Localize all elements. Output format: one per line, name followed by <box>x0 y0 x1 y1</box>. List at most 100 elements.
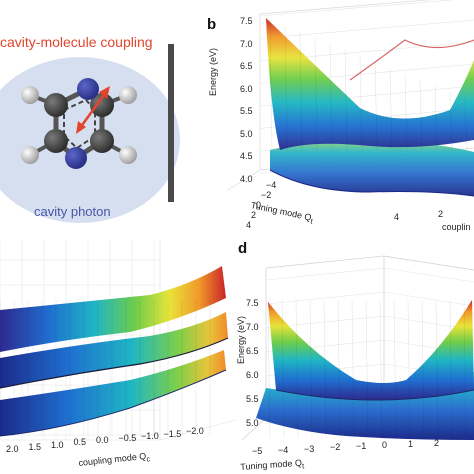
hydrogen-atom <box>119 86 137 104</box>
y-tick-label: 5.0 <box>240 128 253 139</box>
mesh-line <box>404 73 408 151</box>
upper-surface-ridge <box>349 39 474 81</box>
mesh-line <box>323 299 327 439</box>
y-tick-label: 5.5 <box>240 106 253 116</box>
mesh-line <box>329 43 333 151</box>
tuning-tick-label: 0 <box>256 200 262 210</box>
panel-b-plot <box>227 0 474 197</box>
y-tick-label: 6.5 <box>240 61 253 71</box>
tuning-tick-label: 0 <box>382 440 388 450</box>
mesh-line <box>299 31 303 151</box>
panel-b-letter: b <box>207 16 217 33</box>
mesh-line <box>435 299 439 439</box>
lower-polariton-surface <box>0 350 226 436</box>
upper-surface-edge <box>275 389 474 401</box>
mesh-line <box>464 97 468 151</box>
tuning-tick-label: −4 <box>266 180 277 190</box>
y-tick-label: 6.5 <box>246 346 259 356</box>
mesh-line <box>419 79 423 151</box>
cavity-molecule-coupling-label: cavity-molecule coupling <box>0 34 153 50</box>
carbon-atom <box>44 93 68 117</box>
upper-energy-surface <box>268 300 474 400</box>
tuning-tick-label: 2 <box>251 210 257 220</box>
mesh-line <box>449 91 453 151</box>
mesh-line <box>407 299 411 439</box>
y-tick-label: 7.0 <box>240 38 253 49</box>
cavity-photon-label: cavity photon <box>34 204 111 219</box>
cavity-mirror <box>168 44 174 202</box>
tuning-tick-label: 4 <box>246 220 252 230</box>
panel-b-y-axis-label: Energy (eV) <box>208 47 218 96</box>
panel-d-energy-surfaces: d Energy (eV) 7.5 7.0 6.5 6.0 5.5 5.0 −5 −4 −3 −… <box>236 240 474 474</box>
mesh-line <box>281 299 285 439</box>
upper-energy-surface <box>266 18 474 150</box>
molecule-illustration <box>0 44 180 223</box>
y-tick-label: 7.5 <box>240 16 253 26</box>
mesh-line <box>284 25 288 151</box>
mesh-line <box>295 299 299 439</box>
mesh-line <box>351 299 355 439</box>
coupling-tick-label: 0.0 <box>96 435 109 446</box>
coupling-tick-label: 0.5 <box>73 437 87 448</box>
coupling-tick-label: 1.5 <box>28 441 42 452</box>
mesh-line <box>359 55 363 151</box>
grid-line <box>265 291 385 305</box>
grid-line <box>383 267 474 283</box>
mesh-line <box>365 299 369 439</box>
panel-c-energy-surfaces: 2.0 1.5 1.0 0.5 0.0 −0.5 −1.0 −1.5 −2.0 coupling… <box>0 240 236 474</box>
y-tick-label: 4.5 <box>240 151 253 161</box>
mesh-line <box>393 299 397 439</box>
tuning-tick-label: −2 <box>330 442 341 453</box>
tuning-tick-label: −3 <box>304 443 315 454</box>
panel-d-letter: d <box>238 240 248 257</box>
lower-surface-front-edge <box>269 169 474 197</box>
y-tick-label: 6.0 <box>240 83 253 94</box>
coupling-tick-label: −2.0 <box>186 426 204 437</box>
y-tick-label: 5.5 <box>246 394 259 404</box>
mesh-line <box>267 299 271 439</box>
hydrogen-atom <box>119 146 137 164</box>
tuning-tick-label: −4 <box>278 444 289 455</box>
coupling-tick-label: 2.0 <box>6 444 19 454</box>
coupling-tick-label: −1.5 <box>163 428 182 439</box>
y-tick-label: 5.0 <box>246 418 259 428</box>
panel-b-coupling-axis-label: couplin <box>442 222 471 232</box>
mesh-line <box>434 85 438 151</box>
tuning-tick-label: 2 <box>434 437 440 448</box>
mesh-line <box>389 67 393 151</box>
aromatic-ring-dashes <box>63 98 96 150</box>
mesh-line <box>463 299 467 439</box>
lower-energy-surface <box>270 138 474 196</box>
upper-polariton-surface <box>0 266 226 352</box>
hydrogen-atom <box>21 146 39 164</box>
middle-surface-edge <box>0 337 229 389</box>
carbon-atom <box>44 129 68 153</box>
coupling-tick-label: 2 <box>438 209 444 219</box>
nitrogen-atom <box>77 78 99 100</box>
coupling-tick-label: −1.0 <box>141 430 159 441</box>
tuning-tick-label: −2 <box>261 190 272 200</box>
grid-line <box>259 19 474 39</box>
grid-line <box>265 267 385 281</box>
grid-line <box>383 291 474 307</box>
hydrogen-atom <box>21 86 39 104</box>
coupling-tick-label: 4 <box>394 212 400 222</box>
y-tick-label: 7.0 <box>246 322 259 332</box>
nitrogen-atom <box>65 147 87 169</box>
panel-b-energy-surface: b Energy (eV) 7.5 7.0 6.5 6.0 5.5 5.0 4.5 4.0 T… <box>200 0 474 236</box>
mesh-line <box>374 61 378 151</box>
y-tick-label: 6.0 <box>246 370 259 380</box>
lower-surface-edge <box>0 369 227 437</box>
panel-a-molecule-cavity: cavity-molecule coupling <box>0 0 200 236</box>
tuning-tick-label: −5 <box>252 446 263 456</box>
panel-d-plot <box>241 255 474 441</box>
coupling-tick-label: −0.5 <box>118 433 137 443</box>
panel-c-plot <box>0 240 236 441</box>
y-tick-label: 7.5 <box>246 298 259 308</box>
mesh-line <box>379 299 383 439</box>
mesh-line <box>314 37 318 151</box>
mesh-line <box>269 19 273 151</box>
carbon-atom <box>90 93 114 117</box>
tuning-tick-label: −1 <box>356 441 367 452</box>
carbon-atom <box>90 129 114 153</box>
